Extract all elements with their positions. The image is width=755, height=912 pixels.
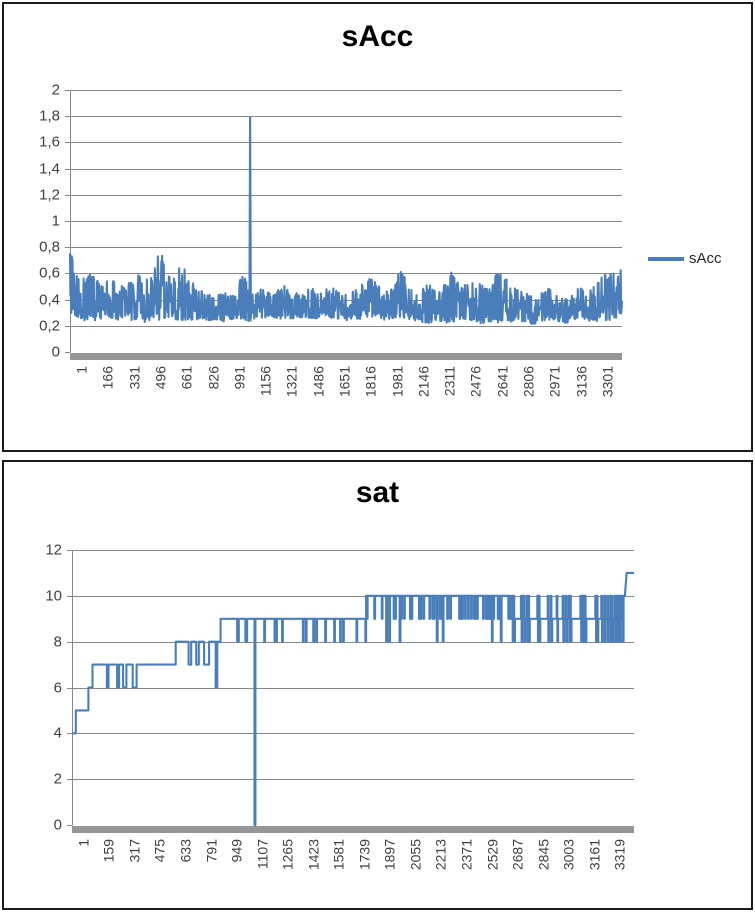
svg-text:0,4: 0,4 — [39, 291, 60, 308]
svg-text:2971: 2971 — [547, 366, 563, 397]
chart-title-sacc: sAcc — [341, 20, 414, 53]
svg-text:317: 317 — [127, 839, 143, 863]
svg-text:949: 949 — [229, 839, 245, 863]
svg-text:496: 496 — [153, 366, 169, 390]
svg-text:3003: 3003 — [561, 839, 577, 870]
svg-text:1: 1 — [74, 366, 90, 374]
svg-text:0,2: 0,2 — [39, 317, 60, 334]
svg-text:991: 991 — [232, 366, 248, 390]
svg-text:1,8: 1,8 — [39, 107, 60, 124]
svg-text:0,6: 0,6 — [39, 264, 60, 281]
svg-text:1816: 1816 — [363, 366, 379, 397]
legend-swatch-sacc — [648, 256, 684, 261]
svg-text:2055: 2055 — [408, 839, 424, 870]
series-line-sat — [72, 571, 634, 827]
svg-text:166: 166 — [100, 366, 116, 390]
svg-text:10: 10 — [45, 587, 62, 604]
svg-text:1486: 1486 — [311, 366, 327, 397]
svg-text:1,6: 1,6 — [39, 133, 60, 150]
svg-text:2311: 2311 — [442, 366, 458, 396]
svg-text:475: 475 — [152, 839, 168, 863]
svg-text:1156: 1156 — [258, 366, 274, 396]
svg-text:661: 661 — [179, 366, 195, 390]
svg-text:2687: 2687 — [510, 839, 526, 870]
svg-text:1: 1 — [76, 839, 92, 847]
svg-text:2476: 2476 — [468, 366, 484, 397]
svg-text:0: 0 — [52, 343, 60, 360]
svg-text:2806: 2806 — [521, 366, 537, 397]
svg-text:0: 0 — [54, 816, 62, 833]
svg-text:8: 8 — [54, 633, 62, 650]
svg-text:2371: 2371 — [459, 839, 475, 870]
svg-text:3136: 3136 — [574, 366, 590, 397]
svg-text:12: 12 — [45, 541, 62, 558]
chart-panel-sat[interactable]: sat 0 2 4 6 8 10 12 1 159 317 475 633 791 949 1107 1265… — [2, 460, 753, 910]
series-line-sacc — [68, 116, 624, 325]
chart-panel-sacc[interactable]: sAcc 0 0,2 0,4 0,6 0,8 1 1,2 1,4 1,6 1,8 2 1 166 331 4… — [2, 2, 753, 452]
svg-text:633: 633 — [178, 839, 194, 863]
svg-text:2146: 2146 — [416, 366, 432, 397]
svg-text:2529: 2529 — [485, 839, 501, 870]
svg-text:6: 6 — [54, 679, 62, 696]
plot-area-sacc: 0 0,2 0,4 0,6 0,8 1 1,2 1,4 1,6 1,8 2 1 166 331 496 661… — [39, 81, 624, 397]
svg-text:1651: 1651 — [337, 366, 353, 397]
svg-text:1,4: 1,4 — [39, 160, 60, 177]
svg-text:2: 2 — [52, 81, 60, 98]
svg-text:159: 159 — [101, 839, 117, 863]
svg-text:826: 826 — [206, 366, 222, 390]
svg-text:2845: 2845 — [536, 839, 552, 870]
svg-text:3301: 3301 — [600, 366, 616, 397]
svg-text:331: 331 — [127, 366, 143, 390]
svg-text:2641: 2641 — [495, 366, 511, 397]
svg-text:0,8: 0,8 — [39, 238, 60, 255]
svg-text:1981: 1981 — [390, 366, 406, 397]
svg-text:1897: 1897 — [382, 839, 398, 870]
legend-sacc[interactable]: sAcc — [648, 251, 722, 266]
svg-text:4: 4 — [54, 724, 62, 741]
svg-text:1581: 1581 — [331, 839, 347, 870]
svg-text:1107: 1107 — [255, 839, 271, 869]
legend-label-sacc: sAcc — [689, 250, 722, 267]
svg-text:2213: 2213 — [433, 839, 449, 870]
svg-text:3161: 3161 — [587, 839, 603, 870]
svg-text:1: 1 — [52, 212, 60, 229]
chart-inner-sacc: sAcc 0 0,2 0,4 0,6 0,8 1 1,2 1,4 1,6 1,8 2 1 166 331 4… — [4, 4, 751, 450]
svg-text:1423: 1423 — [306, 839, 322, 870]
svg-text:2: 2 — [54, 770, 62, 787]
svg-text:1,2: 1,2 — [39, 186, 60, 203]
chart-title-sat: sat — [355, 476, 400, 509]
svg-text:3319: 3319 — [612, 839, 628, 870]
svg-text:1321: 1321 — [284, 366, 300, 397]
svg-text:1739: 1739 — [357, 839, 373, 870]
svg-text:1265: 1265 — [280, 839, 296, 870]
plot-area-sat: 0 2 4 6 8 10 12 1 159 317 475 633 791 949 1107 1265 1423… — [45, 541, 634, 870]
chart-inner-sat: sat 0 2 4 6 8 10 12 1 159 317 475 633 791 949 1107 1265… — [4, 462, 751, 908]
svg-text:791: 791 — [204, 839, 220, 863]
